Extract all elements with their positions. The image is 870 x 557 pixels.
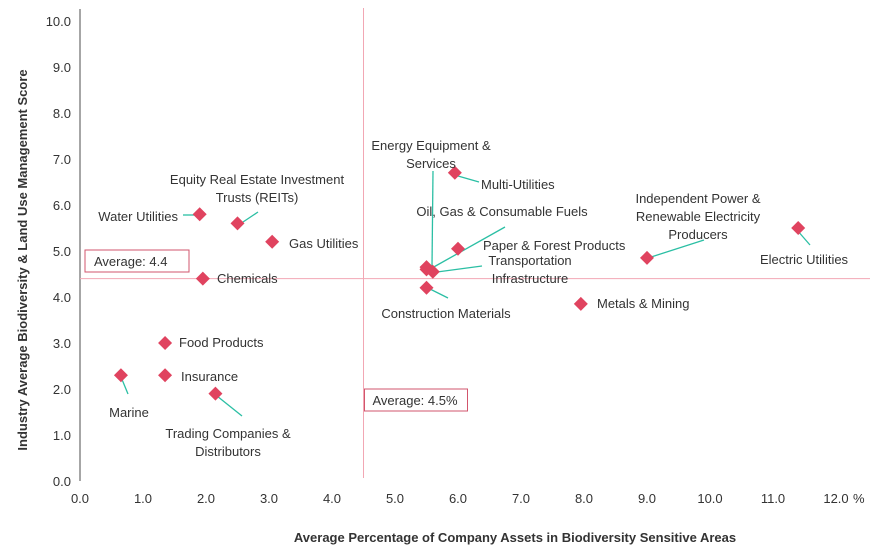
leader-line — [431, 170, 434, 268]
data-point[interactable] — [419, 280, 434, 295]
x-unit-label: % — [853, 491, 865, 506]
x-tick-label: 4.0 — [323, 491, 341, 506]
data-point[interactable] — [640, 250, 654, 265]
y-tick-label: 10.0 — [46, 14, 71, 29]
y-tick-label: 2.0 — [53, 382, 71, 397]
x-average-label: Average: 4.5% — [373, 393, 458, 408]
x-tick-label: 2.0 — [197, 491, 215, 506]
x-tick-label: 12.0 — [823, 491, 848, 506]
x-tick-label: 11.0 — [761, 491, 785, 506]
x-tick-label: 6.0 — [449, 491, 467, 506]
y-tick-label: 4.0 — [53, 290, 71, 305]
point-label: Independent Power & Renewable Electricity… — [635, 191, 760, 242]
data-point[interactable] — [195, 271, 210, 286]
x-tick-label: 0.0 — [71, 491, 89, 506]
point-label: Marine — [109, 405, 149, 420]
data-point[interactable] — [573, 296, 588, 311]
leader-line — [431, 226, 506, 269]
point-label: Construction Materials — [381, 306, 511, 321]
point-label: Water Utilities — [98, 209, 178, 224]
point-label: Metals & Mining — [597, 296, 689, 311]
leader-line — [457, 175, 480, 183]
x-tick-label: 3.0 — [260, 491, 278, 506]
x-average-box — [364, 388, 468, 412]
y-tick-label: 3.0 — [53, 336, 71, 351]
data-point[interactable] — [158, 368, 173, 383]
data-point[interactable] — [791, 221, 806, 235]
point-label: Trading Companies & Distributors — [165, 426, 291, 459]
data-point[interactable] — [265, 234, 280, 249]
y-tick-label: 9.0 — [53, 60, 71, 75]
point-label: Paper & Forest Products — [483, 238, 626, 253]
point-label: Insurance — [181, 369, 238, 384]
data-point[interactable] — [113, 368, 128, 383]
x-tick-label: 7.0 — [512, 491, 530, 506]
x-axis-title: Average Percentage of Company Assets in … — [294, 530, 736, 545]
x-tick-label: 5.0 — [386, 491, 404, 506]
x-tick-label: 8.0 — [575, 491, 593, 506]
point-label: Food Products — [179, 335, 264, 350]
point-label: Equity Real Estate Investment Trusts (REI… — [170, 172, 345, 205]
leader-line — [647, 239, 705, 259]
x-tick-label: 1.0 — [134, 491, 152, 506]
data-point[interactable] — [208, 386, 223, 401]
y-tick-label: 6.0 — [53, 198, 71, 213]
point-label: Transportation Infrastructure — [488, 253, 571, 286]
point-label: Electric Utilities — [760, 252, 849, 267]
y-tick-label: 8.0 — [53, 106, 71, 121]
leader-line — [436, 265, 483, 273]
y-average-label: Average: 4.4 — [94, 254, 167, 269]
data-point[interactable] — [425, 264, 440, 279]
data-point[interactable] — [451, 241, 465, 256]
point-label: Chemicals — [217, 271, 278, 286]
data-point[interactable] — [230, 216, 245, 231]
point-label: Energy Equipment & Services — [371, 138, 491, 171]
point-label: Multi-Utilities — [481, 177, 555, 192]
x-tick-label: 9.0 — [638, 491, 656, 506]
y-tick-label: 0.0 — [53, 474, 71, 489]
y-tick-label: 1.0 — [53, 428, 71, 443]
y-average-box — [84, 249, 190, 273]
y-axis-title: Industry Average Biodiversity & Land Use… — [15, 69, 30, 450]
point-label: Oil, Gas & Consumable Fuels — [416, 204, 588, 219]
x-tick-label: 10.0 — [697, 491, 722, 506]
y-tick-label: 7.0 — [53, 152, 71, 167]
data-point[interactable] — [158, 336, 173, 350]
y-tick-label: 5.0 — [53, 244, 71, 259]
data-point[interactable] — [192, 207, 207, 222]
leader-line — [216, 395, 243, 417]
data-point[interactable] — [447, 165, 462, 180]
point-label: Gas Utilities — [289, 236, 359, 251]
